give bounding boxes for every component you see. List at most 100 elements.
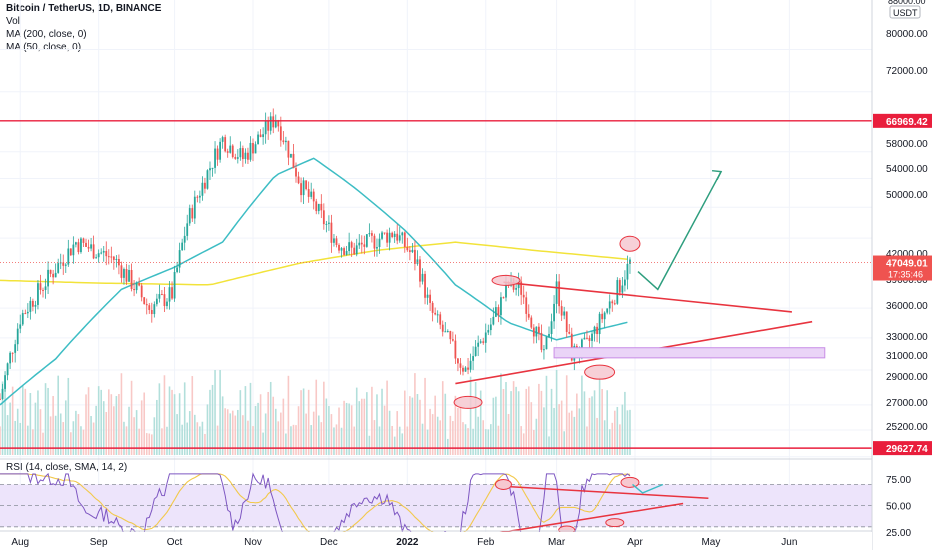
volume-bar bbox=[39, 409, 42, 455]
volume-bar bbox=[376, 394, 378, 455]
candle-body bbox=[535, 326, 538, 337]
candle-body bbox=[398, 235, 401, 241]
candle-body bbox=[613, 303, 616, 305]
candle-body bbox=[80, 238, 82, 253]
volume-bar bbox=[161, 428, 163, 455]
candle-body bbox=[82, 238, 85, 243]
volume-bar bbox=[545, 375, 548, 455]
candle-body bbox=[110, 256, 113, 258]
candle-body bbox=[467, 367, 469, 370]
volume-bar bbox=[535, 418, 538, 455]
volume-bar bbox=[297, 406, 300, 455]
candle-body bbox=[181, 242, 184, 251]
candle-body bbox=[214, 148, 216, 168]
candle-body bbox=[264, 120, 267, 135]
volume-bars bbox=[0, 370, 631, 455]
candle-body bbox=[343, 248, 345, 255]
candle-body bbox=[133, 289, 135, 291]
candle-body bbox=[383, 232, 386, 234]
rsi-highlight-ellipse bbox=[620, 476, 640, 488]
price-tick-label: 31000.00 bbox=[886, 351, 928, 362]
volume-bar bbox=[191, 376, 194, 455]
currency-badge bbox=[889, 5, 921, 19]
candle-body bbox=[489, 324, 492, 331]
volume-bar bbox=[300, 390, 302, 455]
volume-bar bbox=[224, 408, 226, 455]
volume-bar bbox=[133, 417, 135, 455]
candle-body bbox=[9, 352, 12, 364]
symbol-title: Bitcoin / TetherUS, 1D, BINANCE bbox=[6, 3, 162, 14]
volume-bar bbox=[533, 430, 535, 455]
volume-bar bbox=[378, 426, 381, 455]
volume-bar bbox=[548, 436, 550, 455]
volume-bar bbox=[97, 386, 100, 455]
candle-body bbox=[310, 191, 313, 197]
volume-bar bbox=[125, 426, 128, 455]
volume-bar bbox=[406, 426, 409, 455]
candle-body bbox=[451, 339, 454, 341]
volume-bar bbox=[613, 410, 616, 455]
volume-bar bbox=[62, 422, 65, 455]
candle-body bbox=[29, 300, 32, 312]
resistance-price-tag bbox=[873, 113, 932, 128]
candle-body bbox=[224, 137, 227, 152]
candle-body bbox=[120, 265, 123, 278]
price-tick-label: 25200.00 bbox=[886, 422, 928, 433]
candle-body bbox=[505, 283, 507, 298]
candle-body bbox=[527, 313, 530, 318]
ma200-label: MA (200, close, 0) bbox=[6, 29, 87, 40]
candle-body bbox=[64, 264, 67, 266]
volume-bar bbox=[59, 413, 62, 455]
volume-bar bbox=[398, 426, 401, 455]
price-tick-label: 54000.00 bbox=[886, 164, 928, 175]
volume-bar bbox=[229, 413, 232, 455]
volume-bar bbox=[333, 427, 335, 455]
projection-arrow bbox=[637, 171, 722, 291]
volume-bar bbox=[287, 375, 290, 455]
candlesticks bbox=[0, 108, 631, 401]
candle-body bbox=[355, 245, 358, 255]
volume-bar bbox=[505, 382, 507, 455]
volume-bar bbox=[135, 410, 138, 455]
candle-body bbox=[158, 294, 161, 299]
volume-bar bbox=[72, 421, 75, 455]
rsi-highlight-ellipse bbox=[494, 478, 512, 490]
volume-bar bbox=[231, 410, 234, 455]
volume-bar bbox=[194, 414, 196, 455]
time-axis-label: Nov bbox=[244, 537, 262, 548]
volume-bar bbox=[414, 373, 416, 455]
volume-bar bbox=[527, 386, 530, 455]
candle-body bbox=[583, 337, 586, 340]
volume-label: Vol bbox=[6, 16, 20, 27]
candle-body bbox=[125, 269, 128, 282]
candle-body bbox=[315, 201, 318, 212]
candle-body bbox=[21, 313, 24, 325]
candle-body bbox=[550, 321, 553, 334]
volume-bar bbox=[555, 370, 558, 455]
volume-bar bbox=[345, 402, 348, 455]
candle-body bbox=[196, 196, 199, 198]
candle-body bbox=[211, 167, 214, 169]
volume-bar bbox=[355, 387, 358, 455]
candle-body bbox=[284, 140, 287, 143]
volume-bar bbox=[19, 422, 22, 455]
volume-bar bbox=[323, 381, 325, 455]
candle-body bbox=[34, 304, 37, 307]
rsi-pane bbox=[0, 458, 872, 539]
volume-bar bbox=[510, 391, 512, 455]
candle-body bbox=[85, 242, 87, 247]
volume-bar bbox=[52, 395, 54, 455]
candle-body bbox=[100, 252, 103, 254]
candle-body bbox=[545, 336, 548, 350]
candle-body bbox=[72, 244, 75, 256]
resistance-price-label: 66969.42 bbox=[886, 117, 928, 128]
candle-body bbox=[446, 331, 449, 333]
volume-bar bbox=[343, 400, 345, 455]
candle-body bbox=[393, 233, 396, 237]
volume-bar bbox=[459, 405, 462, 455]
volume-bar bbox=[196, 422, 199, 455]
volume-bar bbox=[429, 408, 431, 455]
candle-body bbox=[588, 338, 591, 341]
volume-bar bbox=[479, 390, 482, 455]
